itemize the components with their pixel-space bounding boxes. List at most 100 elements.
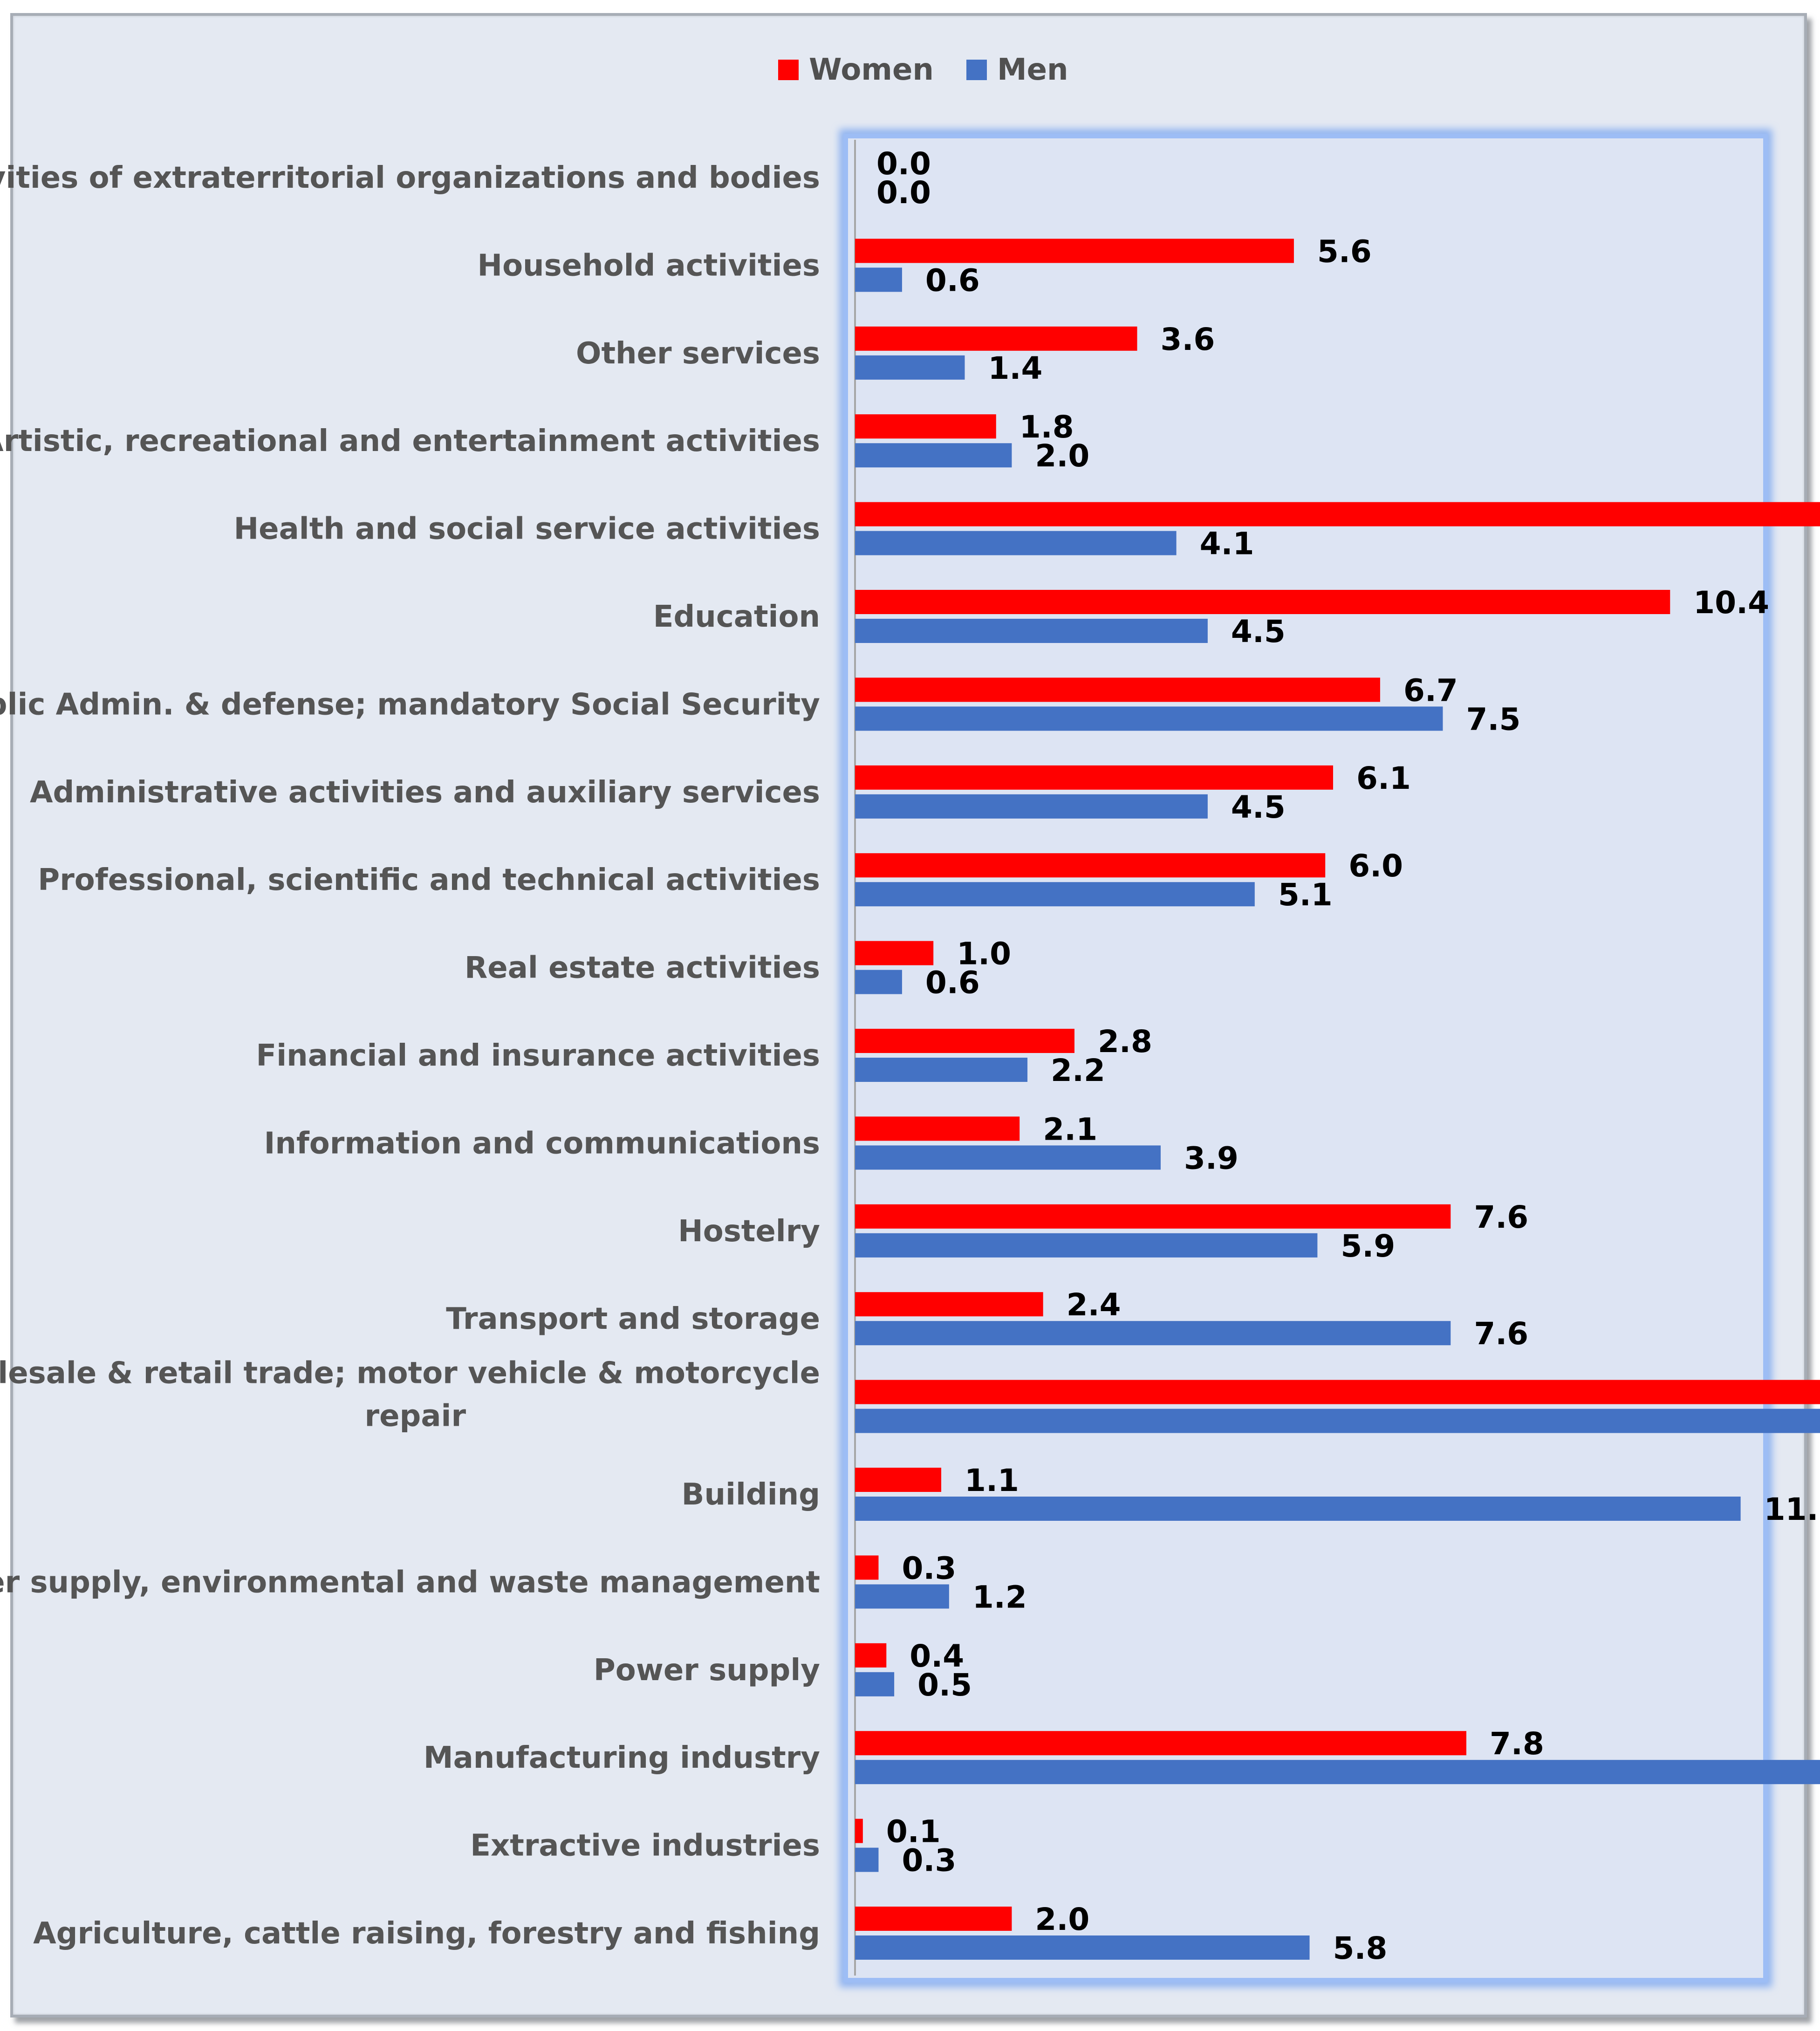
bar-men-building <box>855 1497 1741 1521</box>
legend-swatch-women <box>778 60 799 80</box>
bar-men-financial-and-insurance-activities <box>855 1058 1028 1082</box>
category-label-water-supply-environmental-and-waste-man: Water supply, environmental and waste ma… <box>0 1565 820 1600</box>
bar-men-extractive-industries <box>855 1847 879 1872</box>
value-label-men-activities-of-extraterritorial-organizat: 0.0 <box>876 175 931 211</box>
bar-men-wholesale-retail-trade-motor-vehicle-mot <box>855 1409 1820 1433</box>
bar-women-water-supply-environmental-and-waste-man <box>855 1555 879 1580</box>
value-label-men-hostelry: 5.9 <box>1341 1228 1395 1264</box>
bar-men-water-supply-environmental-and-waste-man <box>855 1584 949 1609</box>
category-label-agriculture-cattle-raising-forestry-and-: Agriculture, cattle raising, forestry an… <box>33 1916 820 1951</box>
bar-women-administrative-activities-and-auxiliary- <box>855 765 1334 790</box>
category-label-power-supply: Power supply <box>594 1653 820 1688</box>
legend-item-women: Women <box>778 53 934 87</box>
value-label-women-real-estate-activities: 1.0 <box>957 936 1011 972</box>
category-label-manufacturing-industry: Manufacturing industry <box>424 1741 820 1775</box>
bar-men-health-and-social-service-activities <box>855 531 1177 555</box>
value-label-women-household-activities: 5.6 <box>1317 233 1372 269</box>
value-label-women-information-and-communications: 2.1 <box>1043 1111 1097 1147</box>
category-label-wholesale-retail-trade-motor-vehicle-mot: Wholesale & retail trade; motor vehicle … <box>0 1356 820 1434</box>
value-label-women-manufacturing-industry: 7.8 <box>1490 1726 1544 1762</box>
value-label-women-agriculture-cattle-raising-forestry-and-: 2.0 <box>1035 1901 1089 1937</box>
value-label-women-transport-and-storage: 2.4 <box>1067 1287 1121 1323</box>
bar-men-other-services <box>855 355 965 380</box>
bar-women-manufacturing-industry <box>855 1731 1466 1756</box>
category-label-health-and-social-service-activities: Health and social service activities <box>234 512 820 547</box>
value-label-men-public-admin-defense-mandatory-social-se: 7.5 <box>1466 701 1521 737</box>
value-label-women-administrative-activities-and-auxiliary-: 6.1 <box>1356 760 1411 796</box>
value-label-women-other-services: 3.6 <box>1161 321 1215 357</box>
legend-swatch-men <box>966 60 987 80</box>
bar-women-financial-and-insurance-activities <box>855 1029 1074 1053</box>
category-label-public-admin-defense-mandatory-social-se: Public Admin. & defense; mandatory Socia… <box>0 687 820 722</box>
value-label-men-power-supply: 0.5 <box>917 1667 972 1703</box>
category-label-information-and-communications: Information and communications <box>264 1126 820 1161</box>
bar-men-hostelry <box>855 1233 1318 1258</box>
category-label-education: Education <box>653 600 820 634</box>
legend-label-women: Women <box>809 53 934 87</box>
bar-women-wholesale-retail-trade-motor-vehicle-mot <box>855 1380 1820 1404</box>
value-label-men-real-estate-activities: 0.6 <box>925 965 980 1001</box>
bar-men-agriculture-cattle-raising-forestry-and- <box>855 1935 1310 1960</box>
bar-men-artistic-recreational-and-entertainment- <box>855 443 1012 468</box>
category-label-financial-and-insurance-activities: Financial and insurance activities <box>256 1039 820 1073</box>
bar-women-public-admin-defense-mandatory-social-se <box>855 677 1380 702</box>
value-label-men-transport-and-storage: 7.6 <box>1474 1316 1528 1352</box>
bar-men-administrative-activities-and-auxiliary- <box>855 794 1208 819</box>
value-label-women-public-admin-defense-mandatory-social-se: 6.7 <box>1403 672 1458 708</box>
bar-women-agriculture-cattle-raising-forestry-and- <box>855 1907 1012 1931</box>
bar-women-professional-scientific-and-technical-ac <box>855 853 1326 878</box>
bar-women-hostelry <box>855 1204 1451 1229</box>
bar-women-artistic-recreational-and-entertainment- <box>855 414 996 439</box>
category-label-administrative-activities-and-auxiliary-: Administrative activities and auxiliary … <box>30 775 820 810</box>
bar-men-real-estate-activities <box>855 970 902 994</box>
legend: Women Men <box>778 51 1068 89</box>
bar-men-household-activities <box>855 267 902 292</box>
bar-women-household-activities <box>855 239 1294 263</box>
bar-women-information-and-communications <box>855 1116 1020 1141</box>
category-label-artistic-recreational-and-entertainment-: Artistic, recreational and entertainment… <box>0 424 820 458</box>
bar-women-health-and-social-service-activities <box>855 502 1820 527</box>
category-label-extractive-industries: Extractive industries <box>470 1829 820 1863</box>
value-label-men-information-and-communications: 3.9 <box>1184 1140 1238 1176</box>
value-label-men-agriculture-cattle-raising-forestry-and-: 5.8 <box>1333 1930 1388 1966</box>
value-label-men-extractive-industries: 0.3 <box>902 1843 956 1879</box>
legend-label-men: Men <box>997 53 1068 87</box>
value-label-women-artistic-recreational-and-entertainment-: 1.8 <box>1019 409 1074 445</box>
value-label-men-artistic-recreational-and-entertainment-: 2.0 <box>1035 438 1089 474</box>
bar-men-education <box>855 619 1208 643</box>
bar-women-extractive-industries <box>855 1819 863 1843</box>
category-label-activities-of-extraterritorial-organizat: Activities of extraterritorial organizat… <box>0 161 820 195</box>
value-label-men-building: 11.3 <box>1764 1491 1820 1527</box>
category-label-transport-and-storage: Transport and storage <box>446 1302 820 1336</box>
bar-women-other-services <box>855 326 1137 351</box>
bar-men-professional-scientific-and-technical-ac <box>855 882 1255 907</box>
value-label-men-household-activities: 0.6 <box>925 262 980 298</box>
value-label-women-hostelry: 7.6 <box>1474 1199 1528 1235</box>
bar-men-manufacturing-industry <box>855 1760 1820 1785</box>
value-label-women-education: 10.4 <box>1693 585 1769 621</box>
value-label-men-professional-scientific-and-technical-ac: 5.1 <box>1278 877 1333 913</box>
bar-men-power-supply <box>855 1672 895 1696</box>
value-label-women-financial-and-insurance-activities: 2.8 <box>1098 1024 1152 1060</box>
value-label-women-power-supply: 0.4 <box>910 1638 964 1674</box>
value-label-women-building: 1.1 <box>965 1463 1019 1498</box>
bars-layer <box>855 239 1820 1960</box>
value-label-men-financial-and-insurance-activities: 2.2 <box>1051 1053 1105 1088</box>
bar-men-transport-and-storage <box>855 1321 1451 1346</box>
value-label-women-extractive-industries: 0.1 <box>886 1814 941 1850</box>
category-label-other-services: Other services <box>576 336 820 371</box>
bar-women-building <box>855 1468 942 1492</box>
bar-men-public-admin-defense-mandatory-social-se <box>855 706 1443 731</box>
category-label-professional-scientific-and-technical-ac: Professional, scientific and technical a… <box>38 863 820 897</box>
value-label-women-activities-of-extraterritorial-organizat: 0.0 <box>876 146 931 182</box>
bar-men-information-and-communications <box>855 1145 1161 1170</box>
value-label-men-water-supply-environmental-and-waste-man: 1.2 <box>972 1579 1027 1615</box>
value-label-women-professional-scientific-and-technical-ac: 6.0 <box>1348 848 1403 884</box>
category-label-building: Building <box>682 1477 820 1512</box>
labels-layer: Activities of extraterritorial organizat… <box>0 146 1820 1966</box>
bar-women-education <box>855 590 1670 614</box>
value-label-men-administrative-activities-and-auxiliary-: 4.5 <box>1231 789 1286 825</box>
value-label-women-water-supply-environmental-and-waste-man: 0.3 <box>902 1550 956 1586</box>
value-label-men-education: 4.5 <box>1231 614 1286 650</box>
